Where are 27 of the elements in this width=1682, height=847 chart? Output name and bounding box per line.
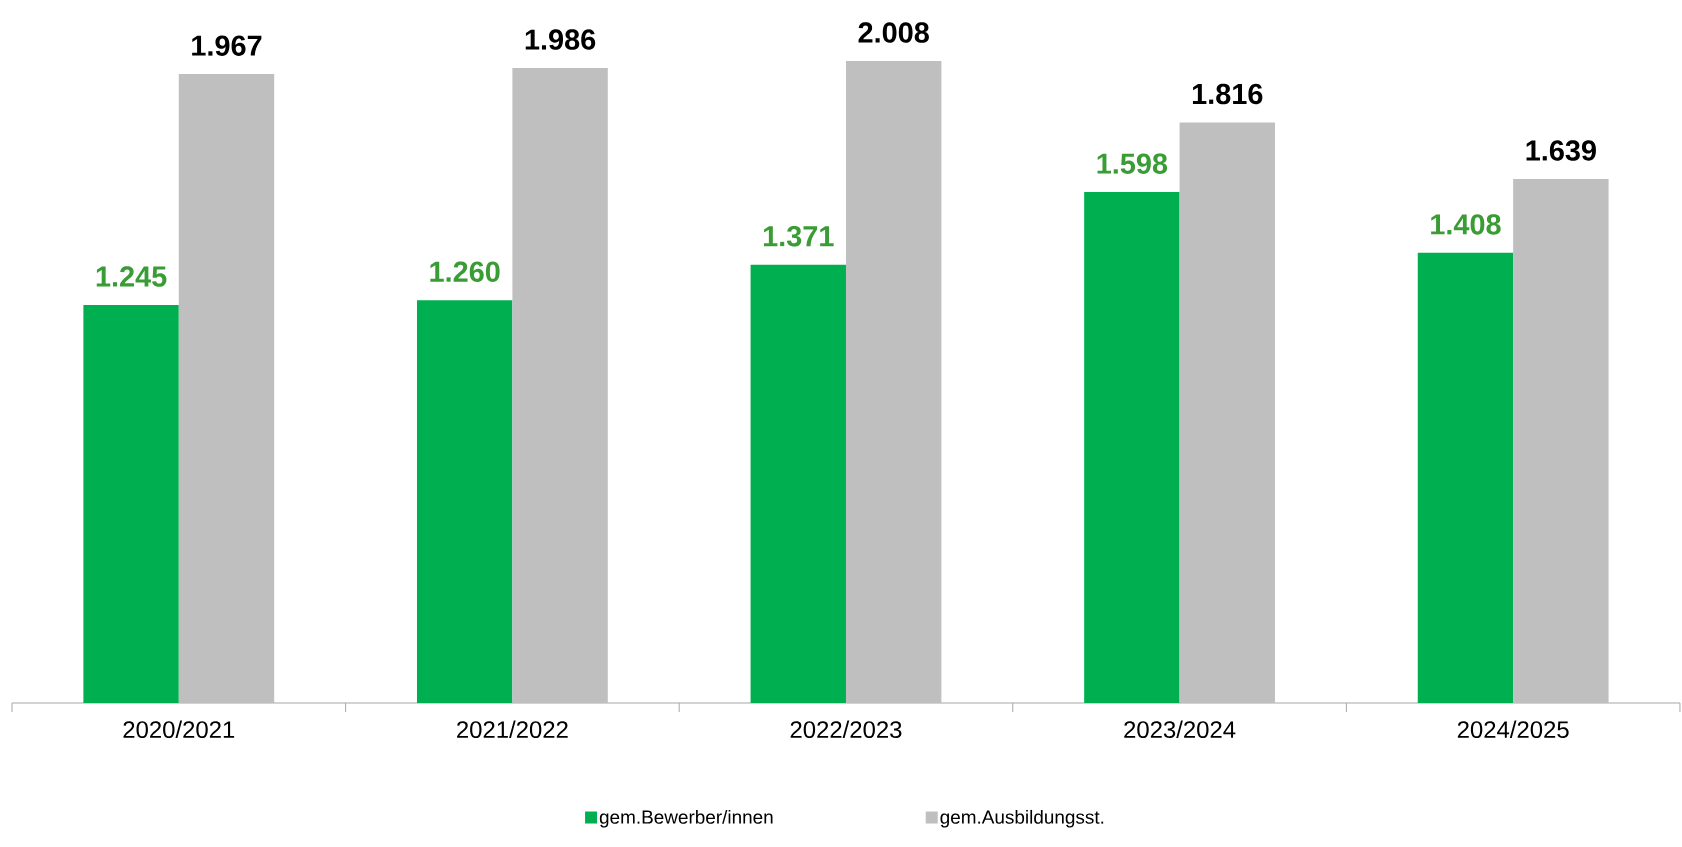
bar bbox=[750, 264, 846, 703]
data-label: 1.967 bbox=[192, 35, 262, 56]
bar bbox=[1179, 122, 1275, 703]
bar bbox=[83, 304, 179, 703]
bar bbox=[1084, 192, 1180, 703]
x-tick-label: 2024/2025 bbox=[1457, 720, 1569, 739]
data-label: 1.598 bbox=[1097, 153, 1168, 174]
x-tick-label: 2021/2022 bbox=[457, 720, 568, 739]
bar bbox=[512, 68, 608, 703]
bar bbox=[178, 74, 275, 703]
bar bbox=[1513, 178, 1609, 703]
data-label: 1.371 bbox=[763, 225, 834, 247]
legend-label: gem.Bewerber/innen bbox=[599, 809, 773, 828]
x-tick-label: 2023/2024 bbox=[1124, 720, 1236, 739]
bar bbox=[1417, 252, 1514, 703]
data-label: 1.816 bbox=[1192, 83, 1263, 105]
data-label: 1.408 bbox=[1431, 214, 1501, 235]
data-label: 1.639 bbox=[1526, 140, 1596, 161]
data-label: 1.986 bbox=[525, 29, 596, 50]
x-tick-label: 2022/2023 bbox=[790, 720, 902, 739]
x-tick-label: 2020/2021 bbox=[123, 720, 235, 739]
data-label: 1.245 bbox=[96, 266, 167, 287]
bar bbox=[845, 60, 942, 703]
data-label: 1.260 bbox=[430, 261, 500, 282]
legend-label: gem.Ausbildungsst. bbox=[940, 809, 1104, 828]
bar bbox=[416, 300, 513, 703]
data-label: 2.008 bbox=[858, 22, 929, 43]
